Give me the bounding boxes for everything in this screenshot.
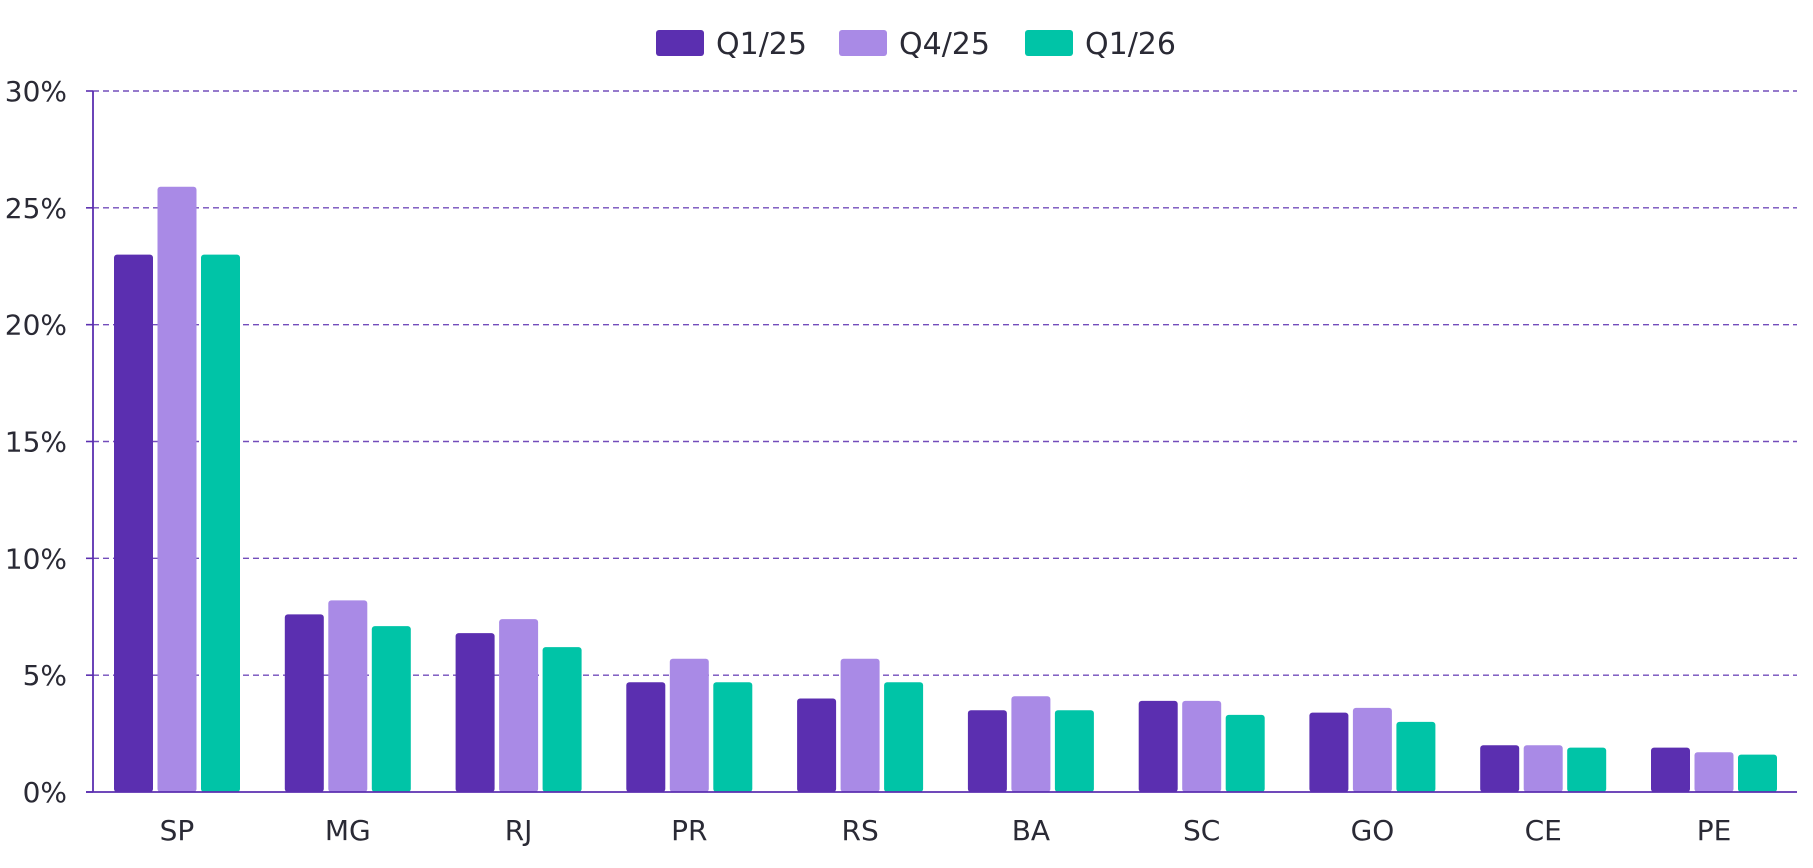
bar-go-q1-26 [1396, 721, 1436, 792]
bar-sc-q4-25 [1182, 700, 1222, 792]
bar-rj-q4-25 [499, 619, 539, 792]
x-tick-label: SP [160, 814, 195, 847]
bars [114, 186, 1777, 793]
legend-label: Q1/25 [716, 27, 807, 62]
legend-swatch [839, 30, 887, 56]
legend-swatch [656, 30, 704, 56]
bar-rs-q4-25 [840, 658, 880, 792]
x-tick-label: MG [325, 814, 371, 847]
bar-sc-q1-26 [1225, 714, 1265, 792]
bar-pe-q4-25 [1694, 752, 1734, 792]
bar-sp-q1-26 [201, 254, 240, 793]
bar-ce-q4-25 [1523, 745, 1563, 792]
bar-pr-q1-26 [713, 682, 753, 792]
y-tick-label: 10% [5, 542, 67, 575]
x-tick-label: GO [1351, 814, 1395, 847]
bar-ce-q1-25 [1480, 745, 1520, 792]
y-tick-label: 0% [23, 776, 67, 809]
bar-sc-q1-25 [1138, 700, 1178, 792]
bar-rj-q1-26 [542, 647, 582, 792]
bar-pe-q1-25 [1651, 747, 1690, 792]
legend-label: Q4/25 [899, 27, 990, 62]
grid-lines [93, 90, 1797, 676]
bar-pr-q1-25 [626, 682, 666, 792]
legend-label: Q1/26 [1085, 27, 1176, 62]
bar-mg-q1-25 [284, 614, 324, 792]
bar-pr-q4-25 [669, 658, 709, 792]
bar-pe-q1-26 [1738, 754, 1777, 792]
axes [86, 90, 1797, 793]
bar-mg-q4-25 [328, 600, 368, 792]
x-tick-label: CE [1525, 814, 1562, 847]
x-tick-label: PE [1697, 814, 1732, 847]
y-tick-label: 15% [5, 426, 67, 459]
x-tick-label: BA [1012, 814, 1050, 847]
x-tick-label: RJ [505, 814, 533, 847]
legend-swatch [1025, 30, 1073, 56]
y-tick-labels: 0% 5% 10% 15% 20% 25% 30% [5, 75, 67, 809]
bar-mg-q1-26 [371, 626, 411, 792]
x-tick-labels: SP MG RJ PR RS BA SC GO CE PE [160, 814, 1732, 847]
bar-go-q4-25 [1352, 707, 1392, 792]
bar-ba-q4-25 [1011, 696, 1051, 792]
legend: Q1/25 Q4/25 Q1/26 [656, 27, 1176, 62]
y-tick-label: 30% [5, 75, 67, 108]
bar-ce-q1-26 [1567, 747, 1607, 792]
bar-sp-q1-25 [114, 254, 153, 793]
bar-sp-q4-25 [157, 186, 197, 793]
bar-rs-q1-25 [797, 698, 837, 792]
y-tick-label: 20% [5, 309, 67, 342]
bar-ba-q1-25 [967, 710, 1007, 792]
bar-go-q1-25 [1309, 712, 1349, 792]
bar-ba-q1-26 [1054, 710, 1094, 792]
bar-rs-q1-26 [884, 682, 924, 792]
y-tick-label: 25% [5, 192, 67, 225]
x-tick-label: RS [841, 814, 878, 847]
y-tick-label: 5% [23, 659, 67, 692]
bar-rj-q1-25 [455, 633, 495, 792]
x-tick-label: SC [1183, 814, 1220, 847]
x-tick-label: PR [671, 814, 707, 847]
